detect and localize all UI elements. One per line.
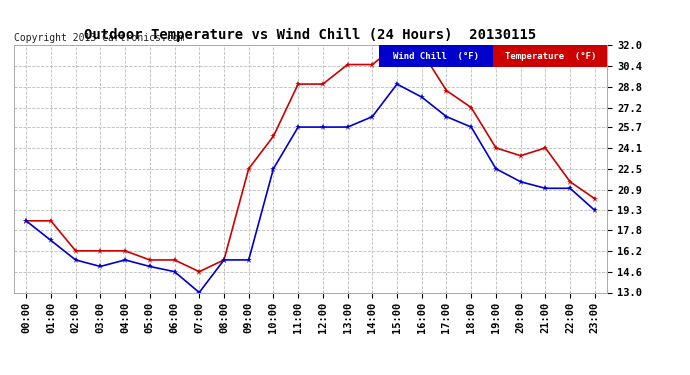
Text: Copyright 2013 Cartronics.com: Copyright 2013 Cartronics.com <box>14 33 184 42</box>
FancyBboxPatch shape <box>493 45 607 67</box>
Text: Wind Chill  (°F): Wind Chill (°F) <box>393 52 479 61</box>
Title: Outdoor Temperature vs Wind Chill (24 Hours)  20130115: Outdoor Temperature vs Wind Chill (24 Ho… <box>84 28 537 42</box>
Text: Temperature  (°F): Temperature (°F) <box>504 52 596 61</box>
FancyBboxPatch shape <box>379 45 493 67</box>
